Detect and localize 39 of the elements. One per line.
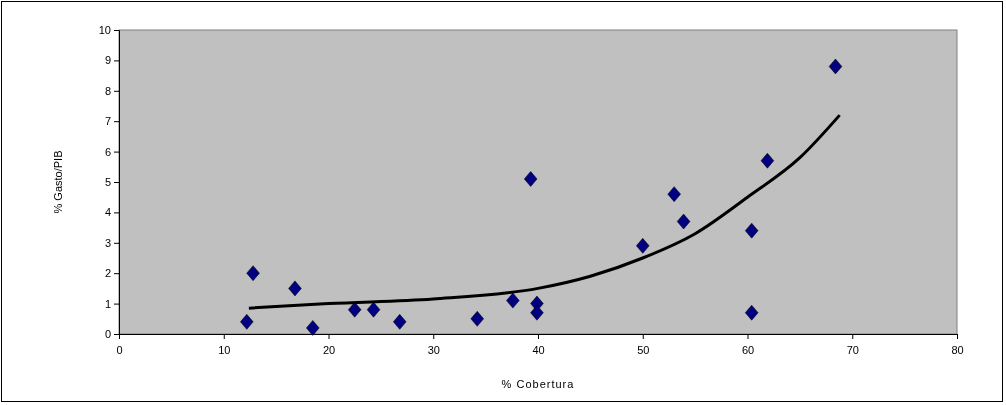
point <box>760 152 775 169</box>
x-tick-label: 20 <box>322 344 336 357</box>
x-axis-title: % Cobertura <box>501 378 575 390</box>
point <box>828 58 843 75</box>
point <box>288 280 302 297</box>
x-tick-label: 70 <box>846 344 859 357</box>
point <box>393 314 407 330</box>
y-tick-label: 4 <box>104 206 111 219</box>
point <box>530 304 544 321</box>
y-tick-label: 2 <box>104 267 111 280</box>
point <box>240 314 254 330</box>
y-axis-title: % Gasto/PIB <box>52 150 64 214</box>
point <box>246 265 260 281</box>
point <box>366 301 381 318</box>
y-tick-label: 0 <box>104 328 111 341</box>
point <box>745 222 759 239</box>
x-tick-label: 40 <box>532 344 545 357</box>
x-tick-label: 0 <box>116 344 123 357</box>
y-tick-label: 7 <box>104 115 111 128</box>
x-tick-label: 10 <box>218 344 231 357</box>
point <box>636 238 650 254</box>
y-tick-label: 8 <box>104 84 111 97</box>
point <box>524 171 538 187</box>
point <box>667 186 681 202</box>
y-tick-label: 1 <box>104 297 111 310</box>
y-tick-label: 5 <box>104 176 111 189</box>
x-tick-label: 60 <box>741 344 755 357</box>
point <box>306 320 320 336</box>
point <box>676 213 691 230</box>
y-tick-label: 9 <box>104 54 111 67</box>
y-tick-label: 6 <box>104 145 111 158</box>
point <box>745 304 759 321</box>
point <box>506 292 520 309</box>
x-tick-label: 80 <box>951 344 964 357</box>
y-tick-label: 3 <box>104 236 111 249</box>
x-tick-label: 30 <box>427 344 440 357</box>
y-tick-label: 10 <box>98 24 111 37</box>
x-tick-label: 50 <box>637 344 650 357</box>
point <box>470 311 484 327</box>
